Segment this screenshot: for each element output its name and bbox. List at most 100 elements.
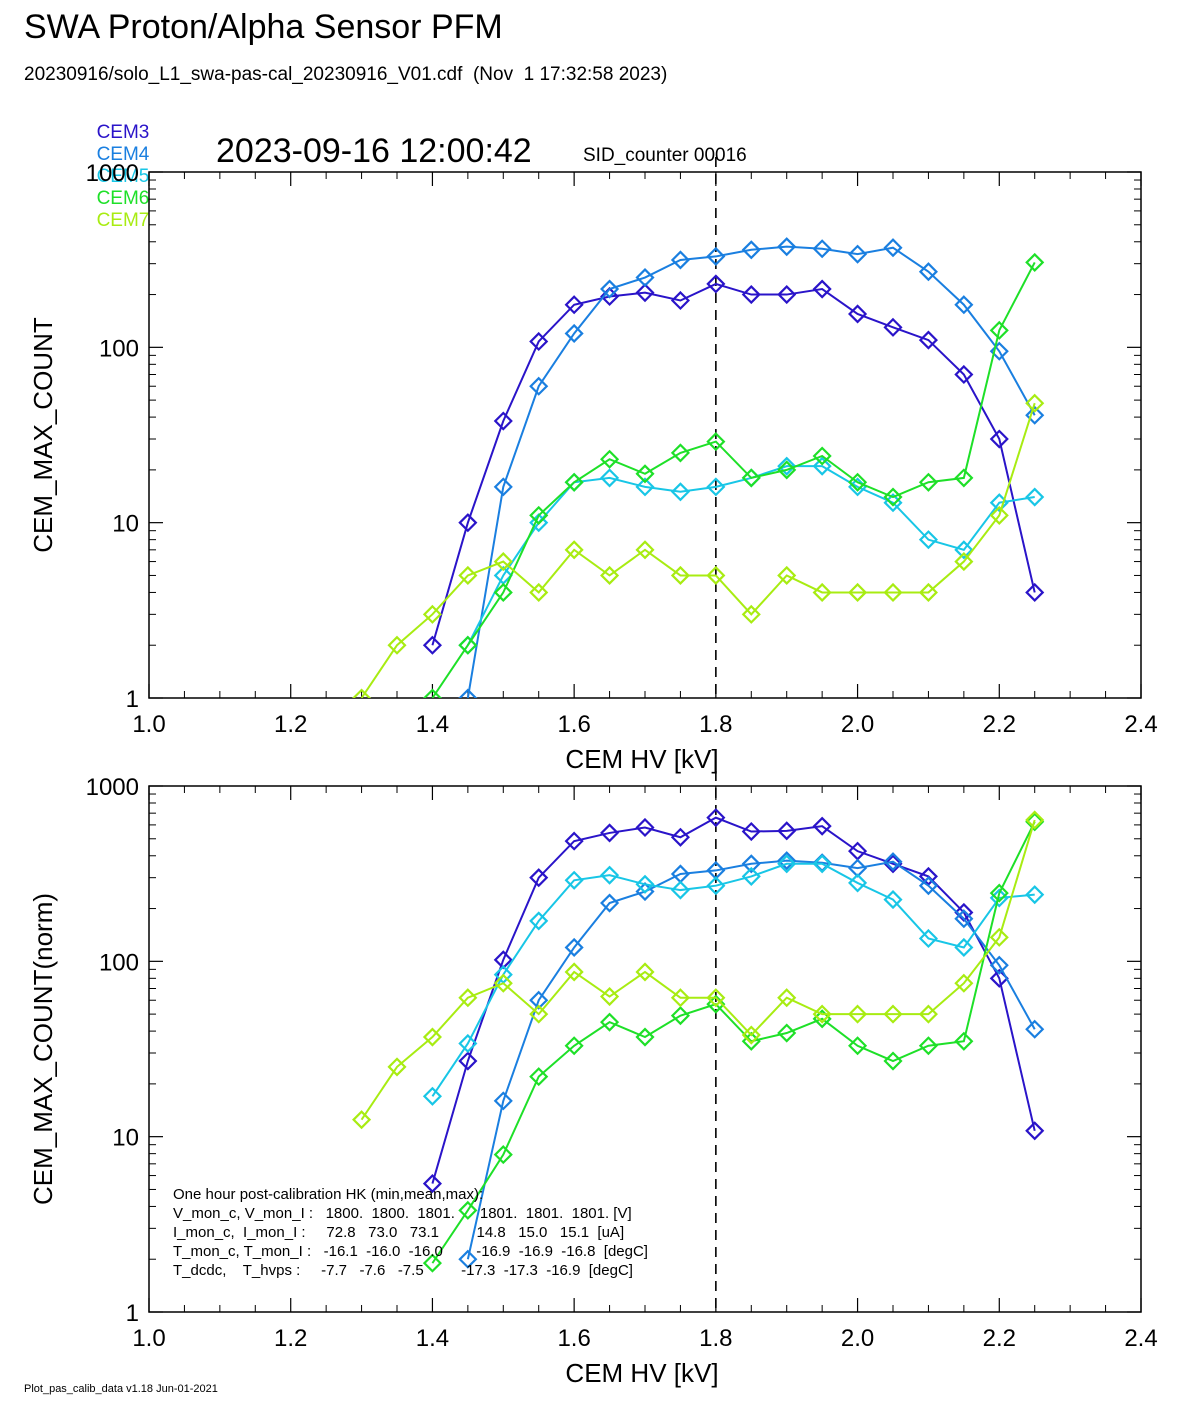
data-point-cem6 bbox=[989, 320, 1009, 340]
y-axis-label: CEM_MAX_COUNT bbox=[28, 317, 58, 553]
y-tick-label: 1000 bbox=[86, 774, 139, 801]
x-axis-label: CEM HV [kV] bbox=[565, 744, 718, 774]
x-tick-label: 1.4 bbox=[416, 711, 449, 738]
x-tick-label: 1.6 bbox=[557, 1325, 590, 1352]
data-point-cem3 bbox=[635, 283, 655, 303]
data-point-cem7 bbox=[387, 1057, 407, 1077]
x-tick-label: 2.2 bbox=[983, 1325, 1016, 1352]
data-point-cem5 bbox=[918, 928, 938, 949]
chart-panel-2: 1.0 1.2 1.4 1.6 1.8 2.0 2.2 2.4 1 10 100 1000 CEM HV… bbox=[28, 771, 1158, 1388]
data-point-cem6 bbox=[670, 443, 690, 463]
data-point-cem4 bbox=[741, 240, 761, 260]
data-point-cem7 bbox=[989, 927, 1009, 947]
data-point-cem4 bbox=[458, 1249, 478, 1269]
data-point-cem4 bbox=[989, 955, 1009, 975]
data-point-cem7 bbox=[706, 565, 726, 586]
data-point-cem3 bbox=[564, 295, 584, 315]
data-point-cem6 bbox=[777, 1023, 797, 1043]
x-tick-label: 2.4 bbox=[1124, 1325, 1157, 1352]
data-point-cem6 bbox=[1025, 252, 1045, 272]
data-point-cem4 bbox=[529, 990, 549, 1010]
data-point-cem7 bbox=[670, 565, 690, 586]
data-point-cem6 bbox=[706, 432, 726, 452]
data-point-cem7 bbox=[741, 604, 761, 624]
data-point-cem7 bbox=[848, 1004, 868, 1024]
data-point-cem6 bbox=[741, 468, 761, 488]
hk-box-line: T_mon_c, T_mon_I : -16.1 -16.0 -16.0 -16… bbox=[173, 1243, 648, 1260]
data-point-cem4 bbox=[1025, 1019, 1045, 1039]
timestamp: 2023-09-16 12:00:42 bbox=[216, 132, 532, 170]
data-point-cem7 bbox=[989, 505, 1009, 525]
data-point-cem3 bbox=[458, 513, 478, 533]
data-point-cem7 bbox=[600, 565, 620, 586]
data-point-cem5 bbox=[954, 540, 974, 560]
data-point-cem7 bbox=[918, 582, 938, 602]
data-point-cem3 bbox=[706, 274, 726, 294]
data-point-cem3 bbox=[493, 411, 513, 431]
data-point-cem4 bbox=[1025, 405, 1045, 425]
data-point-cem5 bbox=[883, 890, 903, 910]
x-tick-label: 1.0 bbox=[132, 1325, 165, 1352]
data-point-cem5 bbox=[812, 456, 832, 476]
data-point-cem6 bbox=[848, 1036, 868, 1056]
data-point-cem3 bbox=[883, 317, 903, 337]
data-point-cem6 bbox=[600, 1012, 620, 1032]
legend-entry-cem5: CEM5 bbox=[96, 166, 150, 187]
data-point-cem3 bbox=[422, 1174, 442, 1194]
y-tick-label: 1 bbox=[126, 1300, 139, 1327]
series-line-cem5 bbox=[466, 465, 1035, 646]
x-tick-label: 1.8 bbox=[699, 711, 732, 738]
data-point-cem4 bbox=[635, 268, 655, 288]
series-line-cem6 bbox=[431, 821, 1036, 1264]
x-tick-label: 2.0 bbox=[841, 711, 874, 738]
x-tick-label: 2.4 bbox=[1124, 711, 1157, 738]
data-point-cem7 bbox=[848, 582, 868, 602]
data-point-cem4 bbox=[600, 279, 620, 299]
data-point-cem4 bbox=[706, 246, 726, 266]
data-point-cem3 bbox=[529, 868, 549, 888]
data-point-cem3 bbox=[670, 827, 690, 847]
data-point-cem3 bbox=[600, 823, 620, 843]
x-tick-label: 1.0 bbox=[132, 711, 165, 738]
data-point-cem4 bbox=[670, 250, 690, 270]
sid-counter: SID_counter 00016 bbox=[583, 145, 747, 166]
data-point-cem6 bbox=[422, 688, 442, 698]
data-point-cem6 bbox=[989, 883, 1009, 903]
x-tick-label: 1.8 bbox=[699, 1325, 732, 1352]
data-point-cem6 bbox=[954, 468, 974, 488]
data-point-cem7 bbox=[600, 986, 620, 1007]
data-point-cem3 bbox=[777, 821, 797, 841]
data-point-cem7 bbox=[387, 635, 407, 655]
hk-box-line: T_dcdc, T_hvps : -7.7 -7.6 -7.5 -17.3 -1… bbox=[173, 1262, 633, 1279]
data-point-cem6 bbox=[883, 1051, 903, 1071]
data-point-cem3 bbox=[848, 304, 868, 324]
data-point-cem3 bbox=[741, 284, 761, 305]
data-point-cem6 bbox=[564, 472, 584, 492]
data-point-cem5 bbox=[918, 530, 938, 550]
data-point-cem4 bbox=[458, 688, 478, 698]
series-line-cem4 bbox=[466, 859, 1036, 1260]
hk-box-title: One hour post-calibration HK (min,mean,m… bbox=[173, 1186, 483, 1203]
data-point-cem7 bbox=[564, 540, 584, 560]
data-point-cem4 bbox=[564, 937, 584, 958]
data-point-cem5 bbox=[529, 911, 549, 931]
data-point-cem3 bbox=[600, 286, 620, 307]
data-point-cem7 bbox=[883, 1004, 903, 1024]
data-point-cem4 bbox=[529, 376, 549, 396]
series-line-cem7 bbox=[360, 819, 1036, 1121]
data-point-cem4 bbox=[883, 852, 903, 872]
x-tick-label: 1.6 bbox=[557, 711, 590, 738]
data-point-cem3 bbox=[1025, 1121, 1045, 1141]
data-point-cem6 bbox=[493, 1145, 513, 1165]
file-subtitle: 20230916/solo_L1_swa-pas-cal_20230916_V0… bbox=[24, 64, 668, 85]
data-point-cem5 bbox=[458, 1033, 478, 1054]
data-point-cem3 bbox=[777, 284, 797, 305]
data-point-cem6 bbox=[458, 1200, 478, 1220]
data-point-cem3 bbox=[883, 854, 903, 874]
data-point-cem7 bbox=[422, 1027, 442, 1047]
data-point-cem5 bbox=[529, 513, 549, 533]
data-point-cem3 bbox=[635, 817, 655, 838]
data-point-cem7 bbox=[812, 582, 832, 602]
hk-info-box: One hour post-calibration HK (min,mean,m… bbox=[173, 1186, 648, 1279]
